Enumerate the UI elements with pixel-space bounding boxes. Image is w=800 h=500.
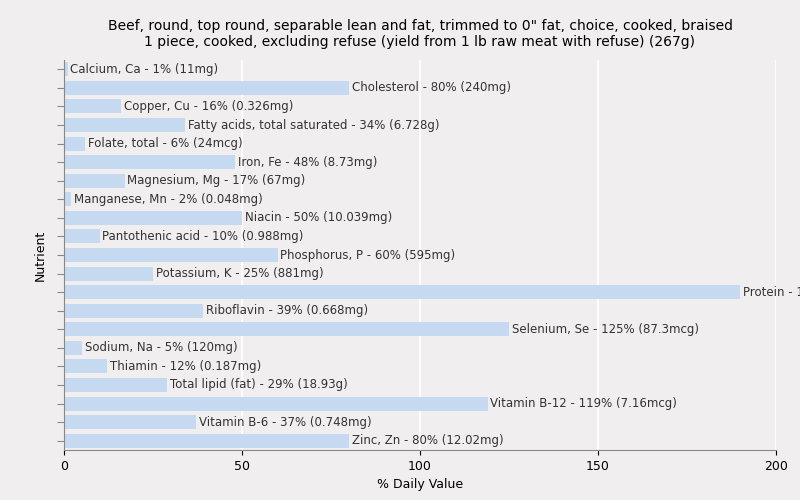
- Bar: [64, 211, 242, 225]
- Text: Vitamin B-6 - 37% (0.748mg): Vitamin B-6 - 37% (0.748mg): [198, 416, 371, 428]
- Bar: [64, 62, 67, 76]
- Text: Sodium, Na - 5% (120mg): Sodium, Na - 5% (120mg): [85, 342, 238, 354]
- Bar: [64, 378, 167, 392]
- Bar: [64, 248, 278, 262]
- Y-axis label: Nutrient: Nutrient: [34, 230, 46, 280]
- Text: Calcium, Ca - 1% (11mg): Calcium, Ca - 1% (11mg): [70, 63, 218, 76]
- Bar: [64, 192, 71, 206]
- Bar: [64, 322, 509, 336]
- Bar: [64, 304, 203, 318]
- Text: Thiamin - 12% (0.187mg): Thiamin - 12% (0.187mg): [110, 360, 261, 373]
- Text: Copper, Cu - 16% (0.326mg): Copper, Cu - 16% (0.326mg): [124, 100, 293, 113]
- Bar: [64, 266, 153, 280]
- Text: Protein - 190% (95.11g): Protein - 190% (95.11g): [743, 286, 800, 298]
- Text: Pantothenic acid - 10% (0.988mg): Pantothenic acid - 10% (0.988mg): [102, 230, 304, 243]
- Text: Zinc, Zn - 80% (12.02mg): Zinc, Zn - 80% (12.02mg): [352, 434, 503, 447]
- Title: Beef, round, top round, separable lean and fat, trimmed to 0" fat, choice, cooke: Beef, round, top round, separable lean a…: [107, 19, 733, 49]
- Bar: [64, 100, 121, 114]
- Text: Total lipid (fat) - 29% (18.93g): Total lipid (fat) - 29% (18.93g): [170, 378, 348, 392]
- Text: Cholesterol - 80% (240mg): Cholesterol - 80% (240mg): [352, 82, 510, 94]
- Bar: [64, 136, 86, 150]
- Bar: [64, 81, 349, 95]
- Bar: [64, 434, 349, 448]
- Bar: [64, 360, 106, 374]
- Text: Fatty acids, total saturated - 34% (6.728g): Fatty acids, total saturated - 34% (6.72…: [188, 118, 439, 132]
- Bar: [64, 230, 99, 243]
- Bar: [64, 396, 488, 410]
- Text: Potassium, K - 25% (881mg): Potassium, K - 25% (881mg): [156, 267, 323, 280]
- Bar: [64, 155, 235, 169]
- Text: Selenium, Se - 125% (87.3mcg): Selenium, Se - 125% (87.3mcg): [512, 323, 699, 336]
- Text: Niacin - 50% (10.039mg): Niacin - 50% (10.039mg): [245, 212, 392, 224]
- X-axis label: % Daily Value: % Daily Value: [377, 478, 463, 492]
- Bar: [64, 415, 196, 429]
- Bar: [64, 341, 82, 355]
- Text: Manganese, Mn - 2% (0.048mg): Manganese, Mn - 2% (0.048mg): [74, 193, 262, 206]
- Bar: [64, 174, 125, 188]
- Text: Magnesium, Mg - 17% (67mg): Magnesium, Mg - 17% (67mg): [127, 174, 306, 187]
- Text: Vitamin B-12 - 119% (7.16mcg): Vitamin B-12 - 119% (7.16mcg): [490, 397, 678, 410]
- Text: Iron, Fe - 48% (8.73mg): Iron, Fe - 48% (8.73mg): [238, 156, 377, 168]
- Bar: [64, 118, 185, 132]
- Text: Riboflavin - 39% (0.668mg): Riboflavin - 39% (0.668mg): [206, 304, 368, 317]
- Text: Folate, total - 6% (24mcg): Folate, total - 6% (24mcg): [88, 137, 243, 150]
- Text: Phosphorus, P - 60% (595mg): Phosphorus, P - 60% (595mg): [281, 248, 455, 262]
- Bar: [64, 285, 741, 299]
